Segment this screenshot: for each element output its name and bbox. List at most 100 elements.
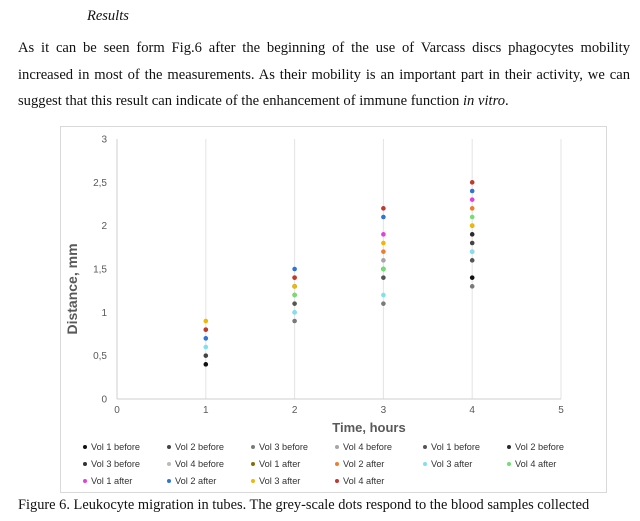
data-point (469, 232, 475, 237)
data-point (292, 301, 297, 306)
y-tick-label: 2 (101, 221, 107, 232)
data-point (292, 310, 297, 315)
data-point (381, 292, 386, 298)
data-point (381, 266, 386, 272)
x-axis-title: Time, hours (332, 420, 405, 435)
data-point (292, 284, 297, 289)
legend-marker (335, 478, 339, 483)
legend-marker (83, 444, 87, 449)
legend-label: Vol 2 before (175, 442, 225, 452)
legend-item: Vol 4 before (167, 459, 224, 469)
y-tick-label: 3 (101, 135, 107, 146)
legend-marker (167, 444, 171, 449)
y-tick-label: 1 (101, 308, 107, 319)
y-tick-label: 0 (101, 395, 107, 406)
legend-item: Vol 3 after (423, 459, 472, 469)
data-point (469, 284, 475, 289)
paragraph-text: As it can be seen form Fig.6 after the b… (18, 40, 630, 109)
legend-marker (251, 461, 255, 466)
data-point (292, 318, 297, 324)
legend-label: Vol 4 after (515, 459, 557, 469)
legend-marker (507, 444, 511, 449)
data-point (381, 249, 386, 254)
data-point (381, 206, 386, 211)
legend-marker (335, 461, 339, 466)
legend-item: Vol 2 after (167, 476, 216, 486)
legend-marker (423, 461, 427, 466)
data-point (292, 292, 297, 298)
legend-label: Vol 3 after (431, 459, 473, 469)
data-point (381, 258, 386, 263)
legend-label: Vol 2 after (343, 459, 385, 469)
data-point (381, 232, 386, 237)
legend-item: Vol 1 after (83, 476, 132, 486)
x-tick-label: 3 (381, 405, 387, 416)
legend-item: Vol 4 after (335, 476, 384, 486)
y-tick-label: 1,5 (93, 265, 107, 276)
legend-marker (167, 478, 171, 483)
data-point (292, 266, 297, 272)
data-point (469, 249, 475, 254)
legend-label: Vol 1 before (91, 442, 141, 452)
legend-label: Vol 4 before (175, 459, 225, 469)
figure-6-chart: 0 1 2 3 4 5 0 0,5 1 1,5 2 2,5 3 Time, hours Distance, … (60, 126, 607, 493)
legend-label: Vol 2 before (515, 442, 565, 452)
data-point (381, 240, 386, 246)
legend-item: Vol 1 before (423, 442, 480, 452)
paragraph-end: . (505, 93, 509, 109)
data-point (469, 197, 475, 202)
x-tick-label: 5 (558, 405, 564, 416)
y-tick-label: 0,5 (93, 351, 107, 362)
data-point (203, 353, 209, 358)
legend-item: Vol 3 before (251, 442, 308, 452)
data-point (292, 275, 297, 280)
data-point (469, 206, 475, 211)
data-point (469, 223, 475, 228)
legend-marker (83, 461, 87, 466)
data-point (381, 301, 386, 306)
legend-item: Vol 3 before (83, 459, 140, 469)
data-point (469, 275, 475, 280)
data-point (469, 258, 475, 263)
legend-item: Vol 2 before (507, 442, 564, 452)
results-paragraph: As it can be seen form Fig.6 after the b… (18, 35, 630, 115)
data-point (469, 188, 475, 194)
legend-marker (83, 478, 87, 483)
legend-item: Vol 2 after (335, 459, 384, 469)
legend-marker (251, 478, 255, 483)
legend-marker (507, 461, 511, 466)
legend-item: Vol 1 before (83, 442, 140, 452)
data-point (469, 214, 475, 220)
y-tick-label: 2,5 (93, 178, 107, 189)
legend-label: Vol 2 after (175, 476, 217, 486)
legend-label: Vol 3 before (91, 459, 141, 469)
data-point (203, 344, 209, 350)
data-point (203, 336, 209, 341)
legend-label: Vol 3 before (259, 442, 309, 452)
legend-label: Vol 4 before (343, 442, 393, 452)
data-point (469, 240, 475, 246)
legend-marker (423, 444, 427, 449)
y-axis-title: Distance, mm (64, 243, 80, 334)
data-point (203, 362, 209, 367)
figure-caption: Figure 6. Leukocyte migration in tubes. … (18, 497, 590, 513)
data-point (203, 318, 209, 324)
legend-marker (335, 444, 339, 449)
legend-item: Vol 1 after (251, 459, 300, 469)
legend-marker (251, 444, 255, 449)
legend-label: Vol 1 after (91, 476, 133, 486)
x-tick-label: 0 (114, 405, 120, 416)
x-tick-label: 2 (292, 405, 298, 416)
scatter-plot: 0 1 2 3 4 5 0 0,5 1 1,5 2 2,5 3 Time, hours Distance, … (64, 135, 564, 436)
legend-item: Vol 3 after (251, 476, 300, 486)
legend-marker (167, 461, 171, 466)
section-heading: Results (87, 8, 129, 24)
legend-item: Vol 4 before (335, 442, 392, 452)
legend-label: Vol 4 after (343, 476, 385, 486)
data-point (381, 214, 386, 220)
data-point (469, 180, 475, 185)
x-tick-label: 4 (469, 405, 475, 416)
legend-label: Vol 3 after (259, 476, 301, 486)
data-point (203, 327, 209, 332)
legend-item: Vol 2 before (167, 442, 224, 452)
